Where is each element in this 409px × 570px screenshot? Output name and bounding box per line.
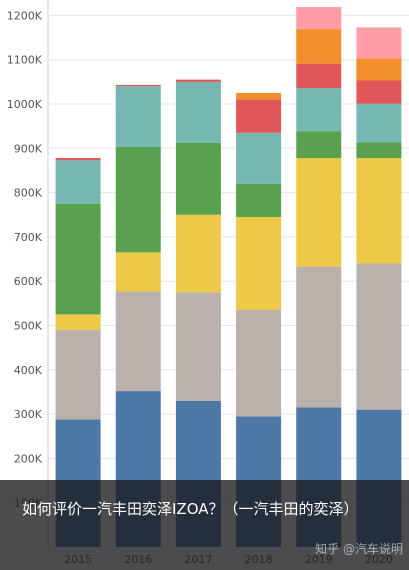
bar-segment — [356, 27, 402, 59]
bar-segment — [115, 146, 161, 253]
bar-segment — [55, 203, 101, 315]
bar-segment — [356, 263, 402, 410]
bar-segment — [115, 86, 161, 147]
bar-segment — [55, 160, 101, 204]
bar-segment — [356, 80, 402, 104]
bar-segment — [55, 158, 101, 161]
bar-segment — [115, 84, 161, 87]
y-tick-label: 300K — [14, 408, 43, 421]
bar-segment — [296, 29, 342, 64]
y-tick-label: 600K — [14, 275, 43, 288]
bar-segment — [175, 81, 221, 143]
bar-segment — [236, 216, 282, 310]
bar-segment — [175, 142, 221, 215]
watermark: 知乎 @汽车说明 — [315, 542, 403, 556]
bar-segment — [356, 58, 402, 81]
caption-overlay — [0, 480, 409, 570]
bar-segment — [175, 292, 221, 401]
bar-segment — [356, 142, 402, 159]
y-tick-label: 700K — [14, 231, 43, 244]
y-tick-label: 500K — [14, 320, 43, 333]
y-tick-label: 800K — [14, 187, 43, 200]
bar-segment — [296, 131, 342, 159]
bar-segment — [296, 266, 342, 408]
bar-segment — [236, 132, 282, 184]
bar-segment — [236, 92, 282, 100]
bar-segment — [175, 214, 221, 293]
bar-segment — [296, 88, 342, 132]
bar-segment — [55, 314, 101, 330]
bar-segment — [356, 103, 402, 143]
bar-segment — [115, 291, 161, 392]
bar-segment — [296, 6, 342, 30]
bar-segment — [115, 252, 161, 292]
y-tick-label: 1100K — [7, 54, 43, 67]
bar-segment — [356, 158, 402, 264]
y-tick-label: 400K — [14, 364, 43, 377]
y-tick-label: 200K — [14, 452, 43, 465]
bar-segment — [296, 158, 342, 267]
y-tick-label: 900K — [14, 142, 43, 155]
bar-segment — [55, 329, 101, 420]
bar-segment — [175, 79, 221, 82]
y-tick-label: 1000K — [7, 98, 43, 111]
y-tick-label: 1200K — [7, 9, 43, 22]
question-title[interactable]: 如何评价一汽丰田奕泽IZOA？（一汽丰田的奕泽） — [22, 500, 359, 518]
bar-segment — [236, 183, 282, 217]
bar-segment — [236, 309, 282, 417]
bar-segment — [296, 63, 342, 89]
bar-segment — [236, 99, 282, 133]
